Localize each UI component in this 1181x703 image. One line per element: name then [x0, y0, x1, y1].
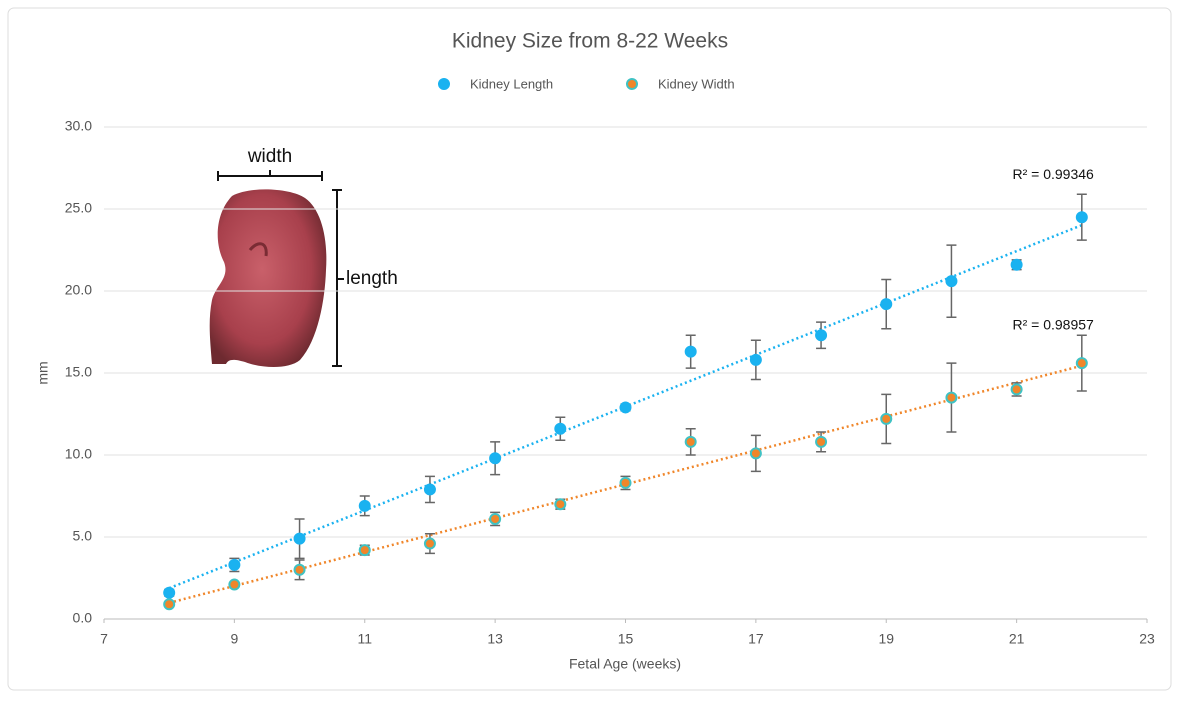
x-tick-label: 7: [100, 631, 108, 647]
point: [163, 598, 176, 611]
legend-marker: [438, 78, 450, 90]
point: [228, 578, 241, 591]
x-tick-label: 9: [230, 631, 238, 647]
x-tick-label: 17: [748, 631, 764, 647]
y-tick-label: 20.0: [65, 282, 92, 298]
point: [1075, 211, 1088, 224]
legend-marker: [626, 78, 638, 90]
width-bracket: [217, 170, 323, 181]
point: [749, 353, 762, 366]
point: [815, 435, 828, 448]
point: [619, 476, 632, 489]
point: [554, 498, 567, 511]
point: [423, 537, 436, 550]
kidney-image: width length: [209, 146, 398, 367]
legend-label: Kidney Length: [470, 76, 553, 91]
point: [489, 512, 502, 525]
trendline-label: R² = 0.99346: [1012, 166, 1094, 182]
point: [945, 275, 958, 288]
trendline-label: R² = 0.98957: [1012, 316, 1094, 332]
kidney-detail: [248, 242, 268, 257]
length-bracket: [332, 189, 344, 367]
point: [1010, 258, 1023, 271]
point: [1010, 383, 1023, 396]
legend-label: Kidney Width: [658, 76, 735, 91]
length-label: length: [346, 268, 398, 289]
point: [880, 298, 893, 311]
point: [749, 447, 762, 460]
point: [554, 422, 567, 435]
y-tick-label: 0.0: [73, 610, 93, 626]
point: [163, 586, 176, 599]
y-tick-label: 25.0: [65, 200, 92, 216]
y-tick-label: 10.0: [65, 446, 92, 462]
point: [945, 391, 958, 404]
point: [293, 563, 306, 576]
point: [684, 345, 697, 358]
x-tick-label: 13: [487, 631, 503, 647]
point: [815, 329, 828, 342]
y-axis-title: mm: [35, 361, 51, 384]
point: [619, 401, 632, 414]
point: [293, 532, 306, 545]
y-tick-label: 5.0: [73, 528, 93, 544]
x-tick-label: 23: [1139, 631, 1155, 647]
width-label: width: [247, 146, 292, 167]
x-tick-label: 15: [618, 631, 634, 647]
chart-title: Kidney Size from 8-22 Weeks: [452, 30, 728, 53]
y-tick-label: 15.0: [65, 364, 92, 380]
frame: [7, 7, 1172, 691]
point: [358, 544, 371, 557]
x-tick-label: 11: [357, 631, 372, 647]
x-tick-label: 21: [1009, 631, 1025, 647]
point: [423, 483, 436, 496]
point: [358, 499, 371, 512]
kidney-shape: [209, 189, 327, 367]
point: [489, 452, 502, 465]
point: [880, 412, 893, 425]
x-tick-label: 19: [878, 631, 894, 647]
y-tick-label: 30.0: [65, 118, 92, 134]
point: [684, 435, 697, 448]
point: [228, 558, 241, 571]
point: [1075, 357, 1088, 370]
x-axis-title: Fetal Age (weeks): [569, 656, 681, 672]
